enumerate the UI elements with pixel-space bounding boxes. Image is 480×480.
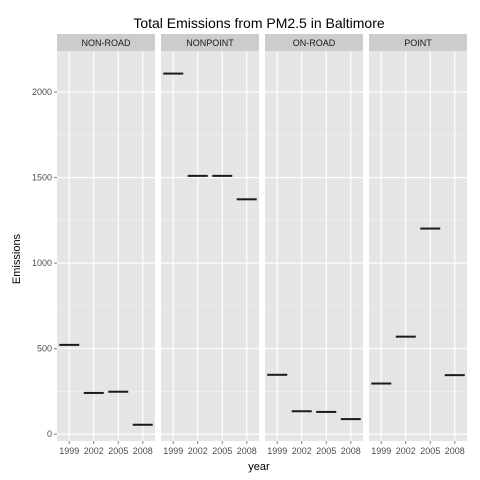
- x-tick-label: 2008: [133, 446, 153, 456]
- x-tick-label: 2002: [292, 446, 312, 456]
- facet-strip-nonpoint: [161, 34, 259, 51]
- x-tick-label: 2008: [341, 446, 361, 456]
- x-tick-label: 1999: [59, 446, 79, 456]
- value-mark-point-2008: [444, 374, 465, 377]
- facet-label-point: POINT: [404, 38, 432, 48]
- facet-strip-on-road: [265, 34, 363, 51]
- facet-panel-point: POINT: [369, 34, 467, 441]
- y-tick-label: 1500: [32, 173, 52, 183]
- facet-label-non-road: NON-ROAD: [82, 38, 131, 48]
- facet-label-on-road: ON-ROAD: [293, 38, 336, 48]
- facet-panel-nonpoint: NONPOINT: [161, 34, 259, 441]
- x-tick-label: 1999: [163, 446, 183, 456]
- facet-panels: NON-ROAD NONPOINT ON-ROAD POINT: [57, 34, 467, 441]
- y-tick-label: 500: [37, 344, 52, 354]
- facet-panel-on-road: ON-ROAD: [265, 34, 363, 441]
- value-mark-nonpoint-2002: [187, 174, 208, 177]
- x-axis-title: year: [248, 461, 270, 473]
- y-axis: 0 500 1000 1500 2000: [32, 87, 57, 439]
- x-tick-label: 2005: [108, 446, 128, 456]
- x-axis: 1999 2002 2005 2008 1999 2002 2005 2008 1999 2002…: [59, 441, 465, 456]
- x-tick-label: 2005: [316, 446, 336, 456]
- x-tick-label: 2005: [212, 446, 232, 456]
- x-tick-label: 2002: [188, 446, 208, 456]
- value-mark-non-road-1999: [59, 343, 80, 346]
- value-mark-on-road-1999: [267, 373, 288, 376]
- value-mark-non-road-2008: [132, 423, 153, 426]
- facet-label-nonpoint: NONPOINT: [186, 38, 234, 48]
- value-mark-on-road-2008: [340, 418, 361, 421]
- y-tick-label: 0: [47, 429, 52, 439]
- panel-background-point: [369, 51, 467, 441]
- value-mark-non-road-2005: [108, 390, 129, 393]
- value-mark-point-1999: [371, 382, 392, 385]
- value-mark-non-road-2002: [83, 391, 104, 394]
- panel-background-on-road: [265, 51, 363, 441]
- value-mark-point-2002: [395, 335, 416, 338]
- panel-background-non-road: [57, 51, 155, 441]
- panel-background-nonpoint: [161, 51, 259, 441]
- x-tick-label: 2002: [396, 446, 416, 456]
- y-axis-title: Emissions: [11, 233, 23, 284]
- value-mark-on-road-2002: [291, 410, 312, 413]
- y-tick-label: 2000: [32, 87, 52, 97]
- facet-strip-non-road: [57, 34, 155, 51]
- value-mark-nonpoint-2005: [212, 174, 233, 177]
- value-mark-nonpoint-2008: [236, 198, 257, 201]
- x-tick-label: 2008: [445, 446, 465, 456]
- x-tick-label: 2002: [84, 446, 104, 456]
- x-tick-label: 2005: [420, 446, 440, 456]
- x-tick-label: 1999: [267, 446, 287, 456]
- chart-title: Total Emissions from PM2.5 in Baltimore: [133, 15, 385, 31]
- x-tick-label: 1999: [371, 446, 391, 456]
- facet-panel-non-road: NON-ROAD: [57, 34, 155, 441]
- facet-strip-point: [369, 34, 467, 51]
- x-tick-label: 2008: [237, 446, 257, 456]
- value-mark-point-2005: [420, 227, 441, 230]
- value-mark-on-road-2005: [316, 410, 337, 413]
- y-tick-label: 1000: [32, 258, 52, 268]
- value-mark-nonpoint-1999: [163, 72, 184, 75]
